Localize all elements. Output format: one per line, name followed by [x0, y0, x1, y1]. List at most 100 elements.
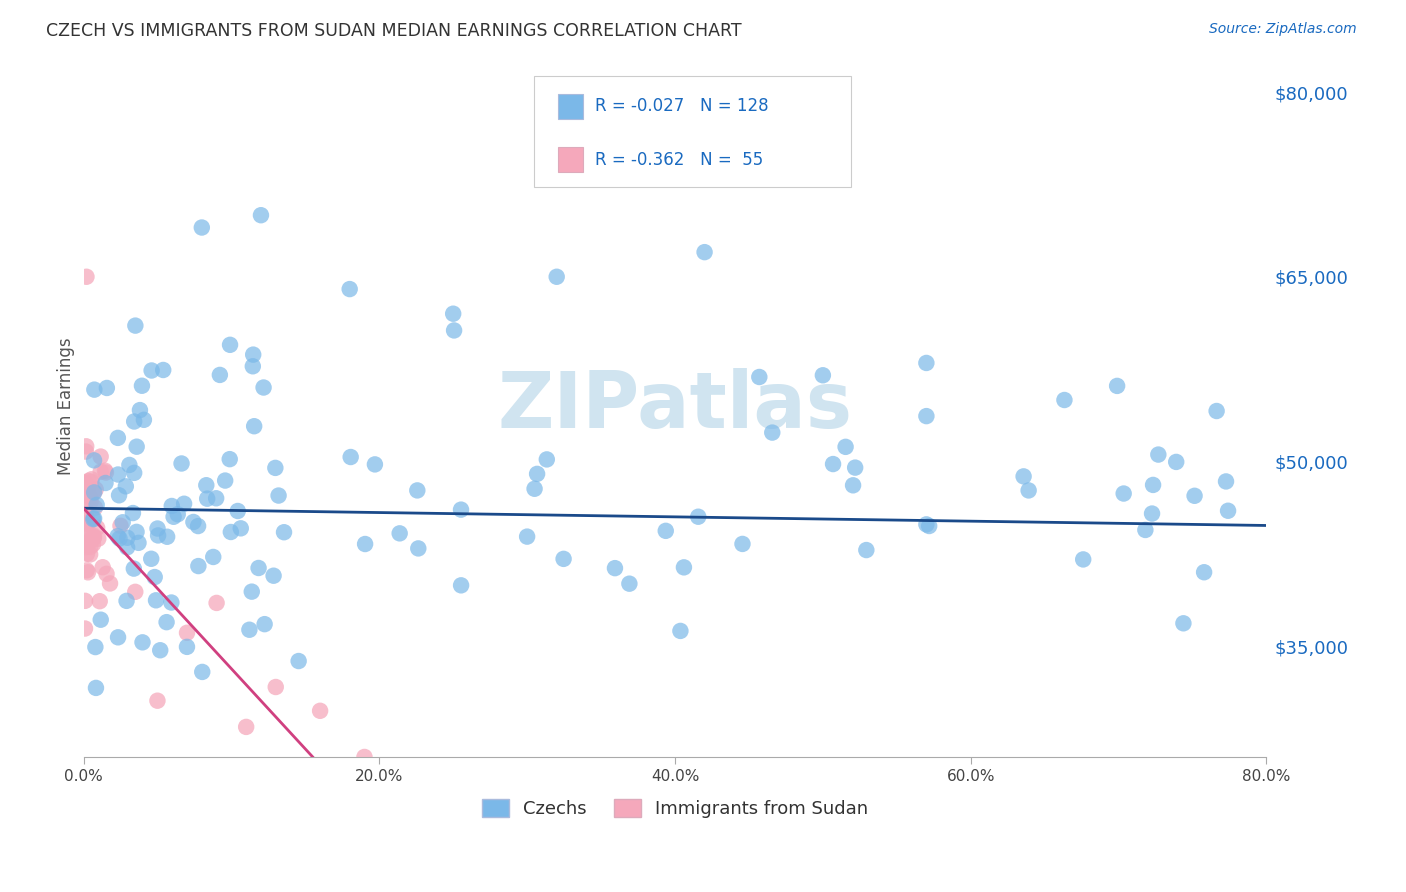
Czechs: [688, 509, 710, 524]
Immigrants from Sudan: [75, 439, 97, 453]
Immigrants from Sudan: [91, 560, 114, 574]
Czechs: [915, 517, 938, 532]
Czechs: [108, 532, 131, 546]
Immigrants from Sudan: [76, 511, 98, 525]
Czechs: [160, 595, 183, 609]
Czechs: [918, 519, 941, 533]
Czechs: [166, 507, 188, 521]
Immigrants from Sudan: [176, 625, 198, 640]
Czechs: [125, 440, 148, 454]
Text: CZECH VS IMMIGRANTS FROM SUDAN MEDIAN EARNINGS CORRELATION CHART: CZECH VS IMMIGRANTS FROM SUDAN MEDIAN EA…: [46, 22, 742, 40]
Immigrants from Sudan: [84, 483, 107, 497]
Czechs: [170, 457, 193, 471]
Czechs: [128, 536, 150, 550]
Czechs: [842, 478, 865, 492]
Immigrants from Sudan: [77, 516, 100, 530]
Immigrants from Sudan: [75, 502, 97, 516]
Czechs: [115, 541, 138, 555]
Czechs: [156, 530, 179, 544]
Czechs: [253, 617, 276, 632]
Immigrants from Sudan: [80, 475, 103, 489]
Czechs: [1173, 616, 1195, 631]
Immigrants from Sudan: [235, 720, 257, 734]
Y-axis label: Median Earnings: Median Earnings: [58, 337, 75, 475]
Czechs: [1135, 523, 1157, 537]
Immigrants from Sudan: [75, 475, 97, 490]
Czechs: [516, 530, 538, 544]
Czechs: [811, 368, 834, 383]
Czechs: [443, 323, 465, 337]
Czechs: [82, 512, 104, 526]
Czechs: [141, 363, 163, 377]
Immigrants from Sudan: [353, 750, 375, 764]
Czechs: [1053, 392, 1076, 407]
Czechs: [129, 403, 152, 417]
Czechs: [693, 245, 716, 260]
Legend: Czechs, Immigrants from Sudan: Czechs, Immigrants from Sudan: [474, 791, 876, 825]
Immigrants from Sudan: [76, 487, 98, 501]
Immigrants from Sudan: [96, 566, 118, 581]
Czechs: [122, 415, 145, 429]
Immigrants from Sudan: [94, 464, 117, 478]
Immigrants from Sudan: [83, 531, 105, 545]
Czechs: [83, 453, 105, 467]
Czechs: [219, 338, 242, 352]
Czechs: [132, 413, 155, 427]
Czechs: [250, 208, 273, 222]
Immigrants from Sudan: [146, 694, 169, 708]
Czechs: [107, 431, 129, 445]
Czechs: [96, 381, 118, 395]
Immigrants from Sudan: [84, 500, 107, 515]
Czechs: [523, 482, 546, 496]
Czechs: [173, 497, 195, 511]
Immigrants from Sudan: [79, 534, 101, 549]
Czechs: [229, 521, 252, 535]
Czechs: [242, 348, 264, 362]
Immigrants from Sudan: [79, 548, 101, 562]
Czechs: [219, 524, 242, 539]
Czechs: [240, 584, 263, 599]
Czechs: [238, 623, 260, 637]
Czechs: [107, 529, 129, 543]
Czechs: [526, 467, 548, 481]
Czechs: [117, 531, 139, 545]
Czechs: [287, 654, 309, 668]
Czechs: [669, 624, 692, 638]
Immigrants from Sudan: [76, 547, 98, 561]
Immigrants from Sudan: [86, 521, 108, 535]
Czechs: [176, 640, 198, 654]
Czechs: [114, 479, 136, 493]
Czechs: [450, 578, 472, 592]
Czechs: [107, 630, 129, 644]
Czechs: [1216, 504, 1239, 518]
Czechs: [339, 450, 361, 464]
Text: R = -0.362   N =  55: R = -0.362 N = 55: [595, 151, 763, 169]
Czechs: [536, 452, 558, 467]
Immigrants from Sudan: [77, 480, 100, 494]
Czechs: [1142, 478, 1164, 492]
Czechs: [1112, 486, 1135, 500]
Czechs: [1012, 469, 1035, 483]
Czechs: [149, 643, 172, 657]
Czechs: [855, 543, 877, 558]
Czechs: [273, 525, 295, 540]
Czechs: [264, 461, 287, 475]
Immigrants from Sudan: [98, 576, 121, 591]
Czechs: [191, 665, 214, 679]
Czechs: [388, 526, 411, 541]
Immigrants from Sudan: [79, 540, 101, 554]
Czechs: [146, 528, 169, 542]
Czechs: [141, 551, 163, 566]
Immigrants from Sudan: [75, 524, 97, 538]
Czechs: [183, 515, 205, 529]
Czechs: [1071, 552, 1094, 566]
Czechs: [125, 524, 148, 539]
Czechs: [1018, 483, 1040, 498]
Czechs: [108, 488, 131, 502]
Immigrants from Sudan: [73, 486, 96, 500]
Czechs: [1166, 455, 1188, 469]
Czechs: [226, 504, 249, 518]
Czechs: [94, 475, 117, 490]
Czechs: [339, 282, 361, 296]
Czechs: [84, 681, 107, 695]
